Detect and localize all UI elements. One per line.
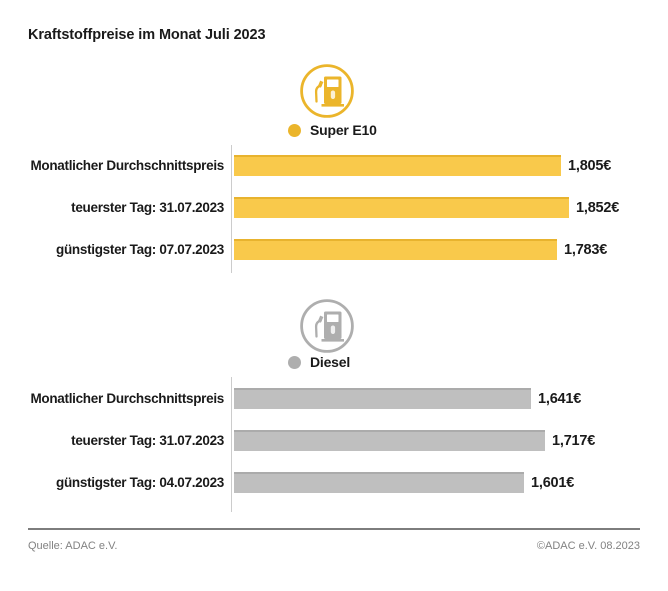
bar-category-label: günstigster Tag: 07.07.2023 xyxy=(56,242,224,257)
bar-row: günstigster Tag: 04.07.2023 1,601€ xyxy=(0,472,668,493)
bar-row: teuerster Tag: 31.07.2023 1,717€ xyxy=(0,430,668,451)
bar-value-label: 1,783€ xyxy=(564,241,608,258)
bar-value-label: 1,601€ xyxy=(531,474,575,491)
bar-group-diesel: Monatlicher Durchschnittspreis 1,641€ teue… xyxy=(0,388,668,493)
legend-label: Super E10 xyxy=(310,122,377,138)
bar xyxy=(234,388,531,409)
bar xyxy=(234,430,545,451)
bar-category-label: teuerster Tag: 31.07.2023 xyxy=(71,433,224,448)
bar-category-label: Monatlicher Durchschnittspreis xyxy=(30,158,224,173)
copyright-note: ©ADAC e.V. 08.2023 xyxy=(536,540,640,552)
bar-category-label: Monatlicher Durchschnittspreis xyxy=(30,391,224,406)
bar-value-label: 1,805€ xyxy=(568,157,612,174)
bar xyxy=(234,197,569,218)
bar-row: teuerster Tag: 31.07.2023 1,852€ xyxy=(0,197,668,218)
bar xyxy=(234,239,557,260)
footer-divider xyxy=(28,528,640,530)
bar-category-label: teuerster Tag: 31.07.2023 xyxy=(71,200,224,215)
source-note: Quelle: ADAC e.V. xyxy=(28,540,118,552)
axis-baseline xyxy=(231,377,232,512)
fuel-pump-icon xyxy=(299,63,355,119)
axis-baseline xyxy=(231,145,232,273)
bar-group-super-e10: Monatlicher Durchschnittspreis 1,805€ teue… xyxy=(0,155,668,260)
bar-category-label: günstigster Tag: 04.07.2023 xyxy=(56,475,224,490)
bar-value-label: 1,641€ xyxy=(538,390,582,407)
bar xyxy=(234,472,524,493)
bar-value-label: 1,852€ xyxy=(576,199,620,216)
bar-value-label: 1,717€ xyxy=(552,432,596,449)
bar-row: günstigster Tag: 07.07.2023 1,783€ xyxy=(0,239,668,260)
legend-dot-icon xyxy=(288,355,301,369)
legend-diesel: Diesel xyxy=(288,354,350,370)
bar-row: Monatlicher Durchschnittspreis 1,641€ xyxy=(0,388,668,409)
legend-label: Diesel xyxy=(310,354,351,370)
page-title: Kraftstoffpreise im Monat Juli 2023 xyxy=(28,27,266,43)
legend-dot-icon xyxy=(288,123,301,137)
legend-super-e10: Super E10 xyxy=(288,122,377,138)
bar-row: Monatlicher Durchschnittspreis 1,805€ xyxy=(0,155,668,176)
bar xyxy=(234,155,561,176)
fuel-pump-icon xyxy=(299,298,355,354)
